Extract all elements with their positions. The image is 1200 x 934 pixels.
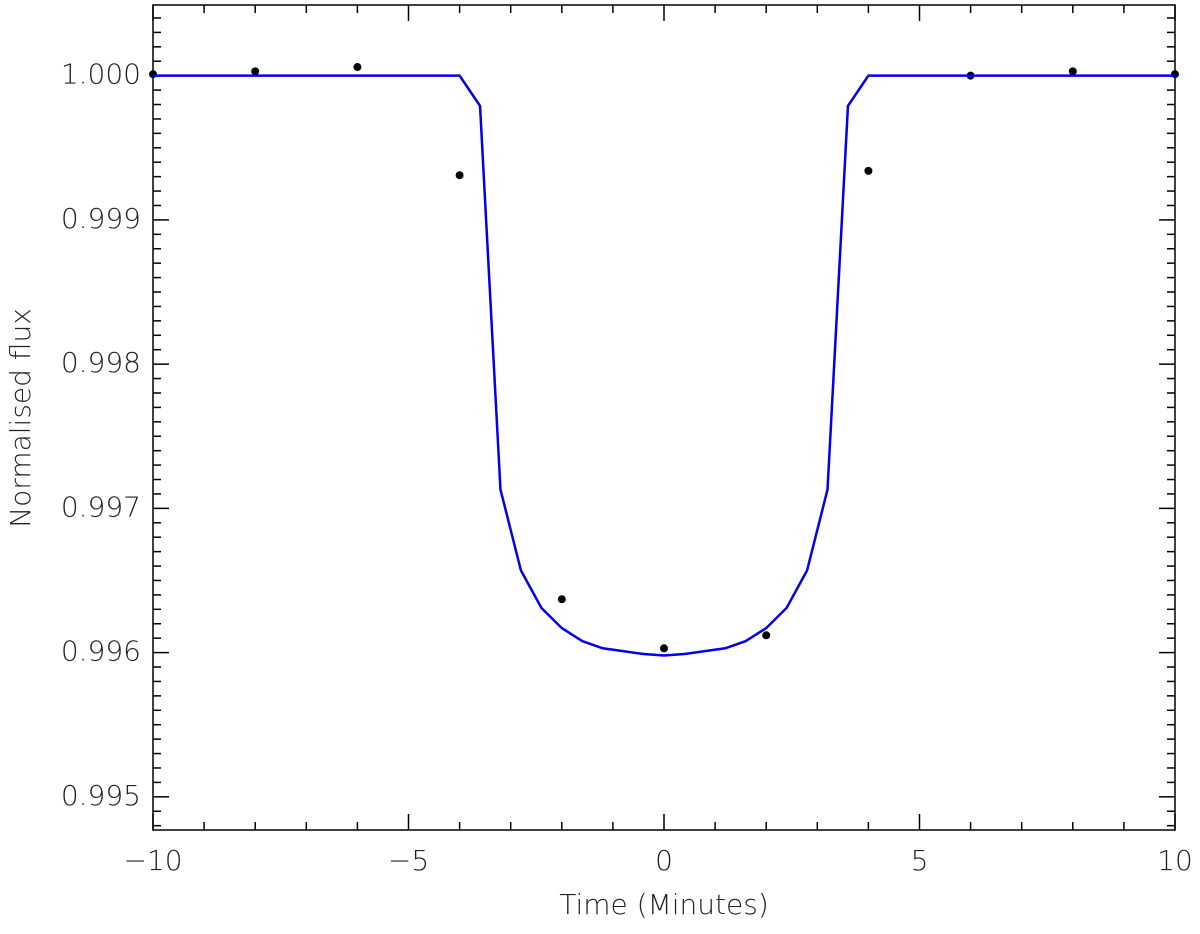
x-tick-label: −10: [123, 844, 182, 877]
data-point: [149, 70, 157, 79]
y-tick-label: 0.998: [61, 346, 141, 379]
data-point: [455, 171, 464, 180]
model-line: [153, 74, 1175, 657]
data-point: [1171, 70, 1179, 79]
y-axis-title: Normalised flux: [4, 308, 37, 528]
y-tick-label: 0.997: [61, 490, 141, 523]
y-tick-label: 0.996: [61, 635, 141, 668]
x-tick-label: −5: [388, 844, 429, 877]
data-point: [557, 595, 566, 604]
y-tick-label: 0.999: [61, 202, 141, 235]
y-tick-label: 1.000: [61, 58, 141, 91]
data-point: [864, 166, 873, 175]
x-tick-label: 5: [911, 844, 929, 877]
data-point: [660, 644, 668, 653]
y-tick-label: 0.995: [61, 779, 141, 812]
data-point: [1068, 67, 1077, 76]
plot-frame: [152, 4, 1176, 831]
x-tick-label: 0: [655, 844, 673, 877]
data-point: [762, 631, 771, 640]
x-axis-title: Time (Minutes): [559, 888, 769, 921]
x-tick-label: 10: [1157, 844, 1193, 877]
data-point: [353, 63, 362, 72]
data-point: [251, 67, 260, 76]
